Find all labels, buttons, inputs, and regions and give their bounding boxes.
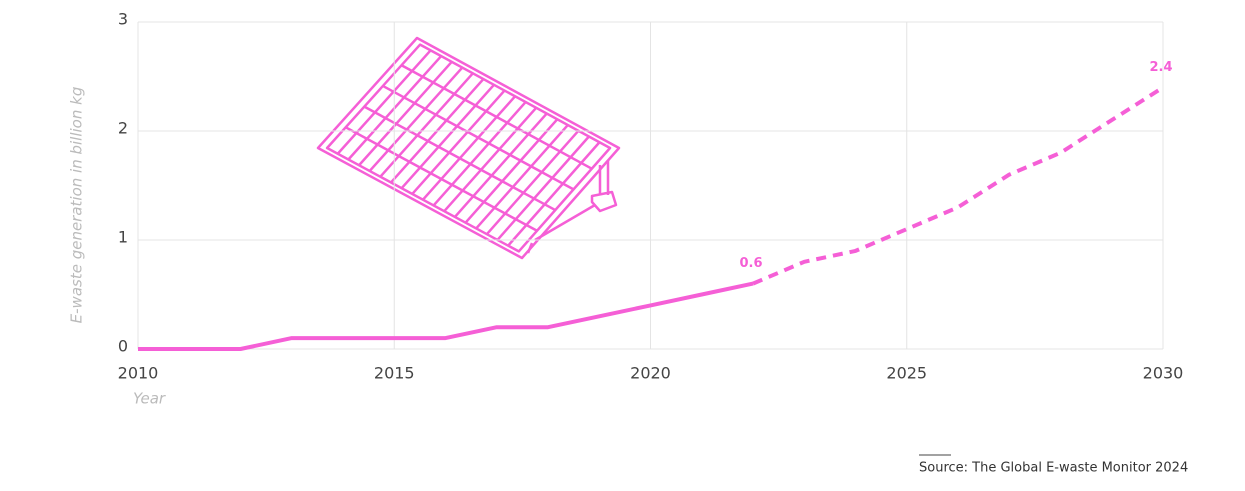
panel-cell-line bbox=[368, 66, 464, 172]
y-axis-label: E-waste generation in billion kg bbox=[68, 87, 86, 324]
panel-cell-line bbox=[443, 106, 538, 213]
panel-cell-line bbox=[422, 95, 516, 201]
panel-cell-line bbox=[382, 84, 575, 191]
y-tick-label: 0 bbox=[118, 337, 128, 356]
y-tick-label: 1 bbox=[118, 228, 128, 247]
panel-cell-line bbox=[347, 55, 443, 161]
panel-cell-line bbox=[379, 72, 474, 178]
panel-cell-line bbox=[475, 124, 569, 230]
y-tick-label: 3 bbox=[118, 10, 128, 29]
y-tick-label: 2 bbox=[118, 119, 128, 138]
panel-cell-line bbox=[345, 126, 538, 232]
x-tick-label: 2020 bbox=[630, 364, 671, 383]
panel-cell-line bbox=[358, 60, 453, 167]
panel-cell-line bbox=[336, 49, 432, 155]
data-label: 2.4 bbox=[1149, 60, 1172, 75]
x-tick-label: 2015 bbox=[374, 364, 415, 383]
x-axis-label: Year bbox=[133, 390, 166, 408]
x-tick-label: 2010 bbox=[118, 364, 159, 383]
solar-panel-illustration bbox=[316, 36, 621, 260]
panel-cell-line bbox=[363, 105, 556, 212]
panel-stand bbox=[526, 160, 618, 254]
panel-cell-line bbox=[507, 141, 601, 247]
panel-cell-line bbox=[496, 135, 590, 241]
panel-cell-line bbox=[400, 83, 495, 190]
panel-cell-line bbox=[485, 129, 580, 235]
data-label: 0.6 bbox=[739, 256, 762, 271]
data-line bbox=[752, 85, 1165, 286]
source: Source: The Global E-waste Monitor 2024 bbox=[919, 461, 1188, 476]
panel-cell-line bbox=[400, 64, 593, 170]
x-tick-label: 2030 bbox=[1143, 364, 1184, 383]
panel-frame bbox=[316, 36, 621, 260]
data-line bbox=[138, 281, 754, 351]
panel-cell-line bbox=[464, 118, 559, 224]
x-tick-label: 2025 bbox=[886, 364, 927, 383]
panel-cell-line bbox=[432, 101, 527, 207]
panel-cell-line bbox=[411, 89, 506, 195]
